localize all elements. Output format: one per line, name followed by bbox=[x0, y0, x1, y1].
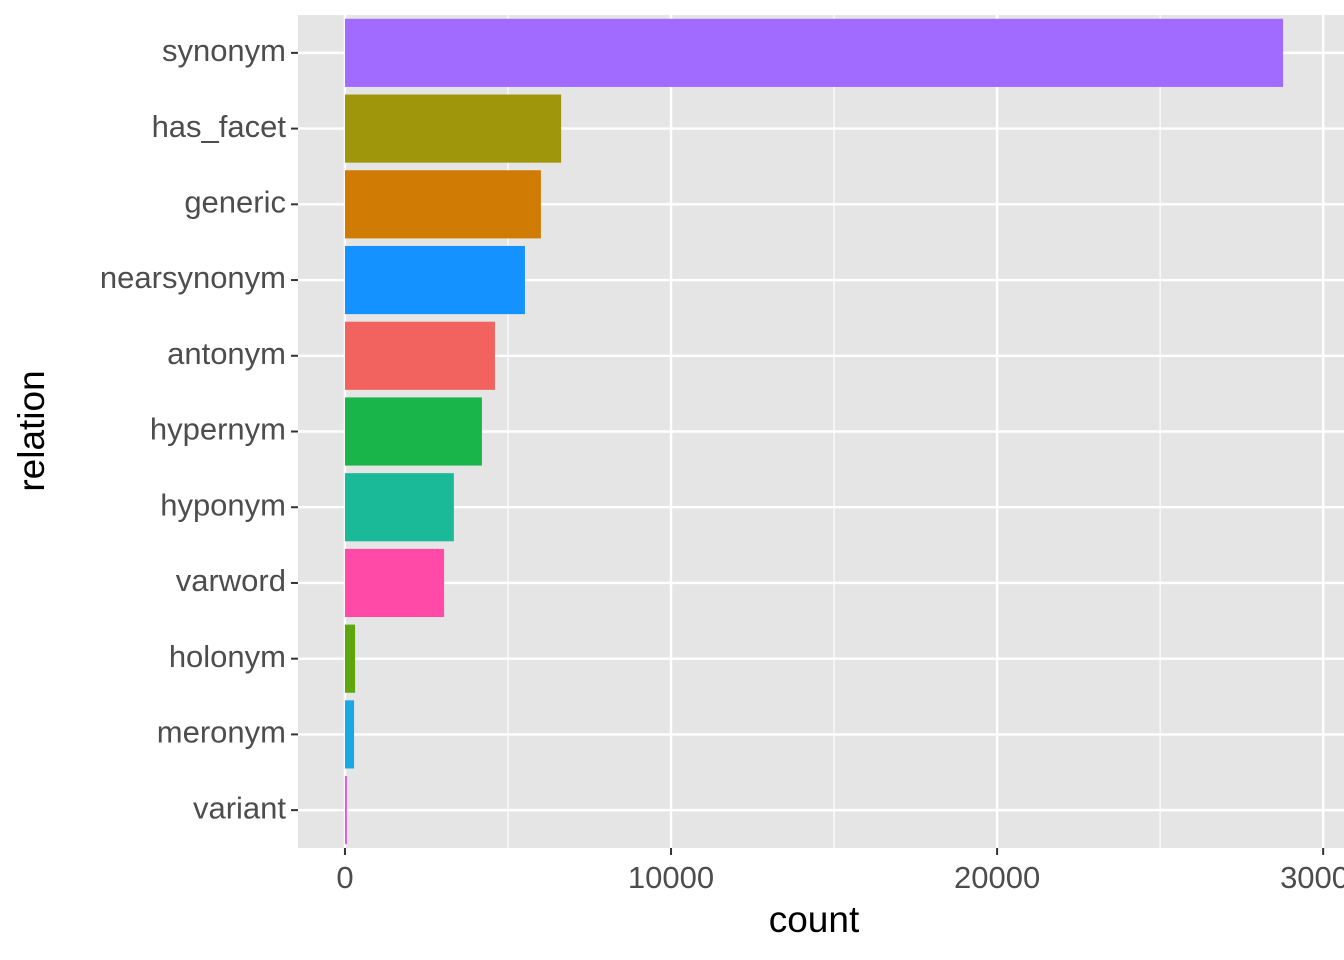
x-tick-label: 0 bbox=[336, 860, 353, 895]
y-tick-label: hyponym bbox=[160, 487, 286, 522]
y-axis-title: relation bbox=[11, 370, 52, 491]
y-tick-label: holonym bbox=[169, 639, 286, 674]
bar bbox=[344, 397, 482, 466]
bar bbox=[344, 700, 355, 769]
y-tick-label: varword bbox=[176, 563, 286, 598]
x-tick-label: 20000 bbox=[954, 860, 1040, 895]
x-tick-label: 10000 bbox=[628, 860, 714, 895]
bar bbox=[344, 624, 356, 693]
y-tick-label: variant bbox=[193, 790, 286, 825]
y-tick-label: hypernym bbox=[150, 412, 286, 447]
bar bbox=[344, 548, 445, 618]
y-tick-label: synonym bbox=[162, 33, 286, 68]
bar bbox=[344, 170, 541, 239]
y-tick-label: meronym bbox=[157, 715, 286, 750]
bar bbox=[344, 18, 1284, 87]
y-tick-label: nearsynonym bbox=[100, 260, 286, 295]
bar bbox=[344, 245, 525, 315]
y-tick-label: generic bbox=[184, 185, 286, 220]
bar bbox=[344, 776, 347, 845]
y-tick-label: antonym bbox=[167, 336, 286, 371]
y-tick-label: has_facet bbox=[152, 109, 287, 144]
x-tick-label: 30000 bbox=[1280, 860, 1344, 895]
x-axis-title: count bbox=[769, 899, 860, 940]
bar bbox=[344, 473, 454, 542]
bar bbox=[344, 321, 495, 390]
bar bbox=[344, 94, 562, 163]
